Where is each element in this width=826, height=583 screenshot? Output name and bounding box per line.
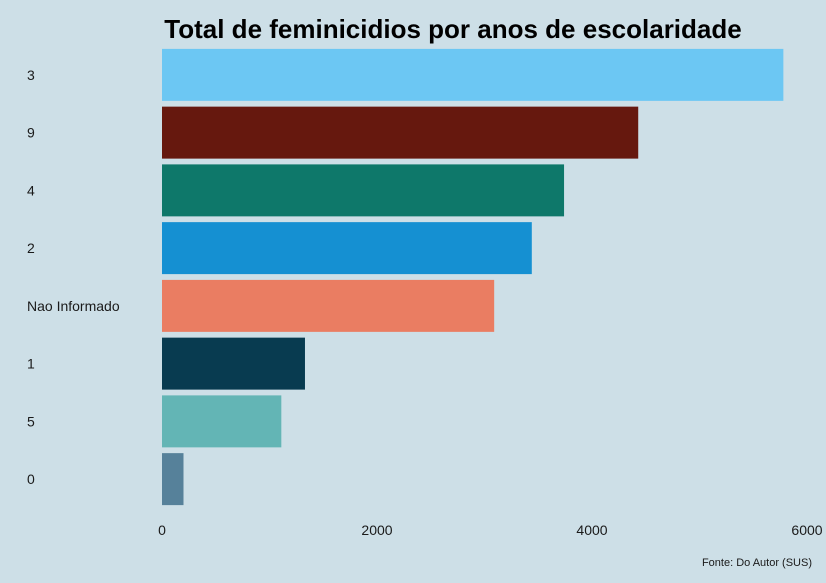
category-labels: 3 9 4 2 Nao Informado 1 5 0 (27, 67, 120, 487)
bar-2 (162, 222, 532, 275)
category-label: 1 (27, 356, 35, 372)
bar-9 (162, 106, 639, 159)
x-tick-label: 4000 (576, 522, 607, 538)
x-tick-label: 2000 (361, 522, 392, 538)
x-axis-ticks: 0 2000 4000 6000 (158, 522, 823, 538)
bar-5 (162, 395, 282, 448)
x-tick-label: 6000 (791, 522, 822, 538)
bar-0 (162, 453, 184, 506)
category-label: 9 (27, 125, 35, 141)
category-label: 2 (27, 240, 35, 256)
category-label: 5 (27, 413, 35, 429)
bar-4 (162, 164, 565, 217)
category-label: Nao Informado (27, 298, 120, 314)
bar-nao-informado (162, 279, 495, 332)
bar-3 (162, 48, 784, 101)
category-label: 3 (27, 67, 35, 83)
category-label: 0 (27, 471, 35, 487)
x-tick-label: 0 (158, 522, 166, 538)
chart-caption: Fonte: Do Autor (SUS) (702, 557, 812, 569)
category-label: 4 (27, 182, 35, 198)
chart-title: Total de feminicidios por anos de escola… (164, 14, 741, 44)
bars-group (162, 48, 784, 506)
bar-1 (162, 337, 305, 390)
